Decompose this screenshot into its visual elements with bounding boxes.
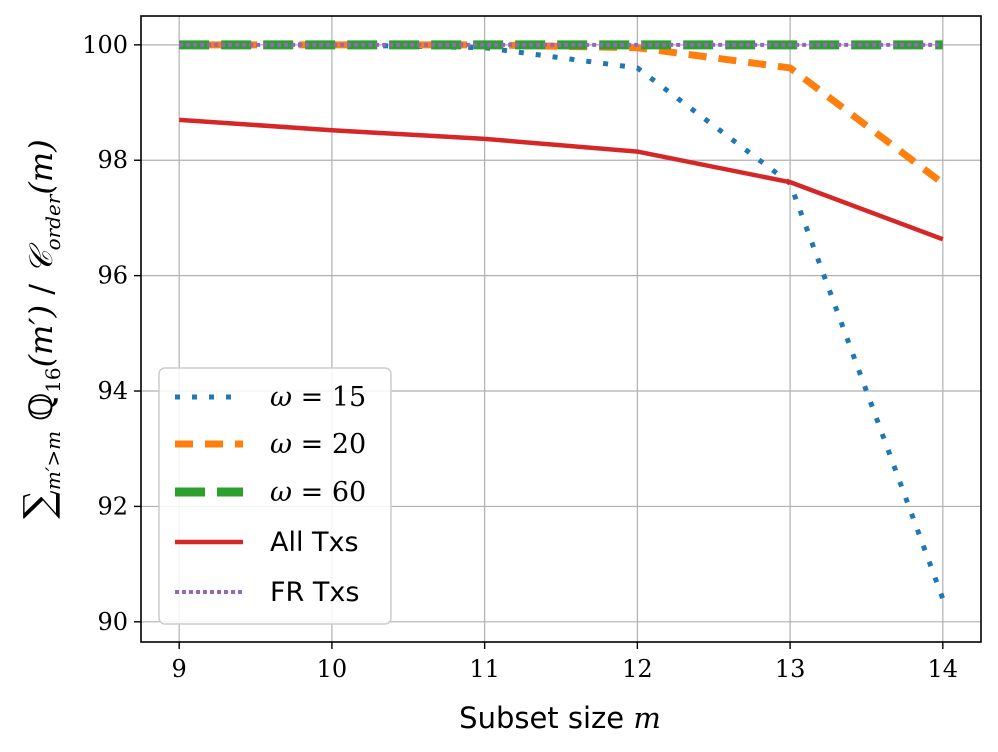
legend: ω = 15 ω = 20 ω = 60 All Txs FR Txs [158,367,392,625]
x-tick-label-10: 10 [317,655,348,683]
y-tick-label-94: 94 [97,377,128,405]
x-tick-label-9: 9 [172,655,187,683]
legend-entry-all-txs: All Txs [175,527,359,558]
y-label-sum-sub: m′>m [41,431,65,490]
legend-entry-omega-15: ω = 15 [175,382,366,413]
x-axis-label: Subset size m [459,701,661,735]
x-tick-label-12: 12 [622,655,653,683]
legend-label-omega-20: ω = 20 [270,429,366,460]
legend-entry-omega-60: ω = 60 [175,477,366,508]
y-tick-label-96: 96 [97,262,128,290]
y-tick-label-100: 100 [82,31,128,59]
legend-entry-fr-txs: FR Txs [175,577,359,608]
series-layer [179,40,946,600]
y-label-q-sub: 16 [41,367,65,392]
legend-label-all-txs: All Txs [270,527,359,558]
y-label-c-sub: order [41,193,65,250]
y-label-q-arg: (m′) [22,305,60,368]
x-axis-label-var: m [633,701,661,735]
x-tick-label-11: 11 [469,655,500,683]
legend-label-fr-txs: FR Txs [270,577,359,608]
y-label-sep: / [22,274,60,305]
legend-label-omega-60: ω = 60 [270,477,366,508]
legend-box [158,367,392,625]
series-line-all-txs [179,117,944,242]
x-tick-label-13: 13 [775,655,806,683]
y-axis: 90 92 94 96 98 100 [82,31,141,636]
y-tick-label-98: 98 [97,146,128,174]
x-axis-label-text: Subset size [459,701,624,735]
y-tick-label-92: 92 [97,492,128,520]
y-axis-label: ∑m′>m ℚ16(m′) / 𝒞order(m) [16,139,65,518]
legend-entry-omega-20: ω = 20 [175,429,366,460]
y-tick-label-90: 90 [97,608,128,636]
y-label-sum: ∑ [16,490,62,519]
plot-frame [140,15,982,643]
y-label-c-arg: (m) [22,139,60,194]
x-tick-label-14: 14 [928,655,959,683]
y-label-q: ℚ [22,393,60,421]
legend-label-omega-15: ω = 15 [270,382,366,413]
x-axis: 9 10 11 12 13 14 [172,642,959,683]
